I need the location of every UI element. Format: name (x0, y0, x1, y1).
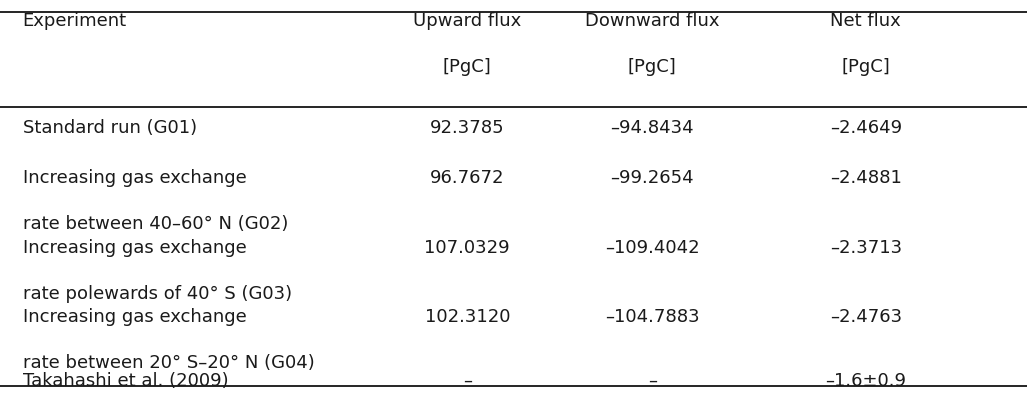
Text: –: – (648, 372, 656, 390)
Text: 96.7672: 96.7672 (430, 169, 504, 187)
Text: Experiment: Experiment (23, 12, 126, 30)
Text: [PgC]: [PgC] (627, 58, 677, 76)
Text: –2.4763: –2.4763 (830, 308, 902, 326)
Text: Increasing gas exchange: Increasing gas exchange (23, 239, 246, 257)
Text: Increasing gas exchange: Increasing gas exchange (23, 308, 246, 326)
Text: –1.6±0.9: –1.6±0.9 (826, 372, 906, 390)
Text: –104.7883: –104.7883 (605, 308, 699, 326)
Text: –109.4042: –109.4042 (605, 239, 699, 257)
Text: Increasing gas exchange: Increasing gas exchange (23, 169, 246, 187)
Text: rate between 40–60° N (G02): rate between 40–60° N (G02) (23, 215, 288, 233)
Text: rate between 20° S–20° N (G04): rate between 20° S–20° N (G04) (23, 354, 314, 372)
Text: –: – (463, 372, 471, 390)
Text: [PgC]: [PgC] (841, 58, 890, 76)
Text: 102.3120: 102.3120 (424, 308, 510, 326)
Text: [PgC]: [PgC] (443, 58, 492, 76)
Text: Upward flux: Upward flux (413, 12, 522, 30)
Text: –99.2654: –99.2654 (610, 169, 694, 187)
Text: Downward flux: Downward flux (585, 12, 719, 30)
Text: –94.8434: –94.8434 (610, 119, 694, 137)
Text: –2.3713: –2.3713 (830, 239, 902, 257)
Text: Takahashi et al. (2009): Takahashi et al. (2009) (23, 372, 228, 390)
Text: –2.4881: –2.4881 (830, 169, 902, 187)
Text: rate polewards of 40° S (G03): rate polewards of 40° S (G03) (23, 285, 292, 302)
Text: 107.0329: 107.0329 (424, 239, 510, 257)
Text: –2.4649: –2.4649 (830, 119, 902, 137)
Text: Standard run (G01): Standard run (G01) (23, 119, 197, 137)
Text: Net flux: Net flux (831, 12, 901, 30)
Text: 92.3785: 92.3785 (430, 119, 504, 137)
